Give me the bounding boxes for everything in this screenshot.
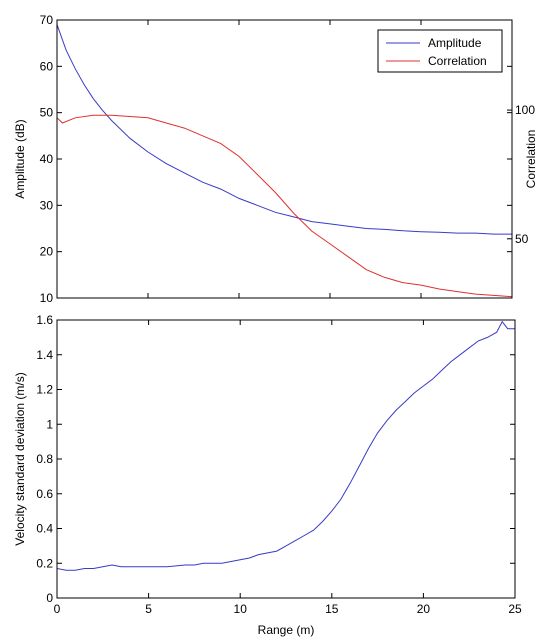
top-y-tick-label: 70 [40,13,54,27]
top-y-tick-label: 50 [40,106,54,120]
legend: Amplitude Correlation [377,29,503,73]
bottom-x-axis-label: Range (m) [258,623,315,637]
bottom-chart: 0 0.2 0.4 0.6 0.8 1 1.2 1.4 1.6 0 5 10 15 20 25 Range… [13,313,522,637]
legend-label-amplitude: Amplitude [428,36,482,50]
top-y-tick-label: 60 [40,59,54,73]
bottom-y-tick-label: 0 [46,591,53,605]
top-y-tick-label: 20 [40,245,54,259]
bottom-y-axis-label: Velocity standard deviation (m/s) [13,372,27,545]
bottom-x-tick-label: 15 [325,602,339,616]
bottom-y-tick-label: 1 [46,417,53,431]
bottom-y-tick-label: 1.2 [36,383,53,397]
bottom-x-tick-label: 10 [234,602,248,616]
bottom-series-layer [56,320,515,571]
bottom-y-tick-label: 0.2 [36,556,53,570]
top-y2-tick-label: 100 [515,103,535,117]
top-y-axis: 10 20 30 40 50 60 70 [40,13,512,305]
top-y2-axis: 50 100 [507,103,535,246]
top-y-tick-label: 30 [40,198,54,212]
bottom-x-tick-label: 20 [417,602,431,616]
top-y2-tick-label: 50 [515,232,529,246]
bottom-x-axis: 0 5 10 15 20 25 [54,320,522,616]
top-y-tick-label: 40 [40,152,54,166]
top-y-tick-label: 10 [40,291,54,305]
bottom-y-axis: 0 0.2 0.4 0.6 0.8 1 1.2 1.4 1.6 [36,313,515,605]
legend-label-correlation: Correlation [428,54,487,68]
bottom-plot-frame [56,319,516,599]
top-chart: 10 20 30 40 50 60 70 50 100 Amplitude (dB) Corr… [13,13,538,305]
bottom-y-tick-label: 0.4 [36,522,53,536]
top-line-correlation [56,114,513,298]
bottom-x-tick-label: 5 [145,602,152,616]
top-x-axis [56,20,513,298]
bottom-line-series-1 [56,320,515,571]
bottom-y-tick-label: 1.6 [36,313,53,327]
top-y2-axis-label: Correlation [524,130,538,189]
legend-box [377,29,503,73]
bottom-x-tick-label: 0 [54,602,61,616]
bottom-y-tick-label: 1.4 [36,348,53,362]
top-line-amplitude [56,24,512,235]
top-y-axis-label: Amplitude (dB) [13,119,27,198]
bottom-y-tick-label: 0.8 [36,452,53,466]
top-series-layer [56,24,513,298]
bottom-y-tick-label: 0.6 [36,487,53,501]
bottom-x-tick-label: 25 [508,602,522,616]
